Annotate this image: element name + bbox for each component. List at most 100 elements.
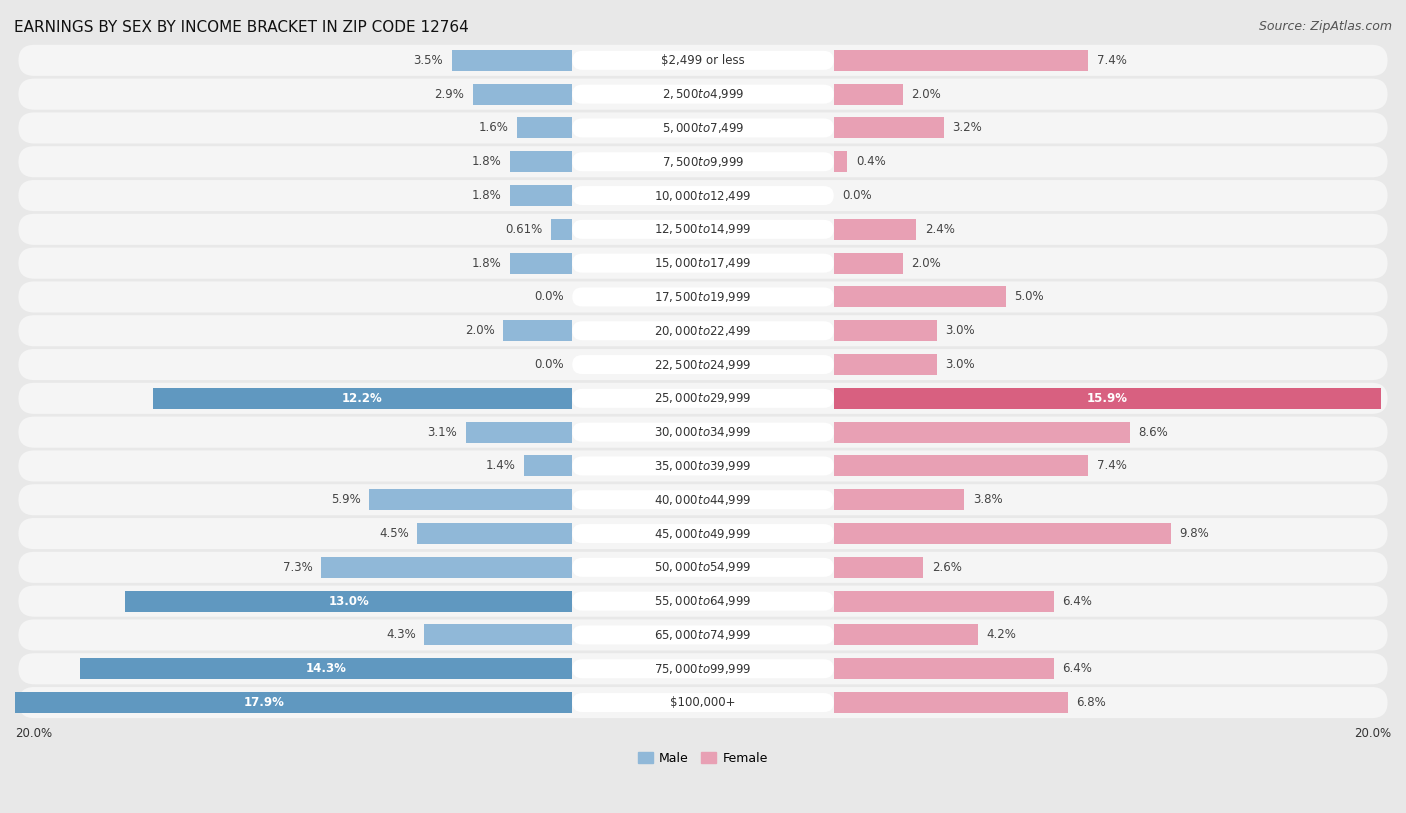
Text: 12.2%: 12.2% [342,392,382,405]
Bar [551,219,572,240]
Text: $2,499 or less: $2,499 or less [661,54,745,67]
FancyBboxPatch shape [18,450,1388,481]
FancyBboxPatch shape [18,485,1388,515]
Bar [834,151,848,172]
Bar [524,455,572,476]
Bar [0,692,572,713]
Text: 4.2%: 4.2% [987,628,1017,641]
FancyBboxPatch shape [572,524,834,543]
FancyBboxPatch shape [572,592,834,611]
FancyBboxPatch shape [572,355,834,374]
Bar [834,455,1088,476]
FancyBboxPatch shape [572,389,834,408]
Text: 2.6%: 2.6% [932,561,962,574]
Text: $10,000 to $12,499: $10,000 to $12,499 [654,189,752,202]
Bar [153,388,572,409]
Text: $5,000 to $7,499: $5,000 to $7,499 [662,121,744,135]
Bar [834,286,1005,307]
Bar [834,117,943,138]
FancyBboxPatch shape [572,456,834,476]
Text: $45,000 to $49,999: $45,000 to $49,999 [654,527,752,541]
Bar [451,50,572,71]
FancyBboxPatch shape [572,220,834,239]
FancyBboxPatch shape [572,693,834,712]
Bar [834,692,1067,713]
Bar [834,591,1054,611]
Text: $2,500 to $4,999: $2,500 to $4,999 [662,87,744,101]
FancyBboxPatch shape [572,152,834,172]
FancyBboxPatch shape [18,552,1388,583]
Text: 7.4%: 7.4% [1097,459,1126,472]
Bar [510,185,572,206]
Text: 6.4%: 6.4% [1063,663,1092,676]
FancyBboxPatch shape [18,214,1388,245]
Text: 20.0%: 20.0% [1354,727,1391,740]
Text: 8.6%: 8.6% [1139,426,1168,439]
FancyBboxPatch shape [18,180,1388,211]
Bar [517,117,572,138]
FancyBboxPatch shape [572,625,834,645]
FancyBboxPatch shape [18,383,1388,414]
FancyBboxPatch shape [572,254,834,272]
Text: $15,000 to $17,499: $15,000 to $17,499 [654,256,752,270]
Text: 3.8%: 3.8% [973,493,1002,506]
Text: 3.0%: 3.0% [945,358,976,371]
Bar [510,253,572,274]
Text: $100,000+: $100,000+ [671,696,735,709]
FancyBboxPatch shape [18,281,1388,312]
Text: $50,000 to $54,999: $50,000 to $54,999 [654,560,752,574]
Bar [834,320,936,341]
Text: 5.9%: 5.9% [330,493,361,506]
Text: $35,000 to $39,999: $35,000 to $39,999 [654,459,752,473]
Text: $55,000 to $64,999: $55,000 to $64,999 [654,594,752,608]
FancyBboxPatch shape [572,119,834,137]
Text: Source: ZipAtlas.com: Source: ZipAtlas.com [1258,20,1392,33]
Text: 3.1%: 3.1% [427,426,457,439]
Text: 0.4%: 0.4% [856,155,886,168]
Text: 0.0%: 0.0% [534,358,564,371]
Text: 7.3%: 7.3% [283,561,312,574]
Text: 6.8%: 6.8% [1076,696,1107,709]
Bar [465,422,572,442]
Text: 2.9%: 2.9% [434,88,464,101]
Bar [834,388,1381,409]
Bar [834,489,965,511]
Text: 3.5%: 3.5% [413,54,443,67]
Text: 0.61%: 0.61% [505,223,543,236]
FancyBboxPatch shape [572,490,834,509]
Text: $75,000 to $99,999: $75,000 to $99,999 [654,662,752,676]
Text: $12,500 to $14,999: $12,500 to $14,999 [654,223,752,237]
Text: $65,000 to $74,999: $65,000 to $74,999 [654,628,752,642]
Bar [834,219,917,240]
Text: $22,500 to $24,999: $22,500 to $24,999 [654,358,752,372]
Text: $20,000 to $22,499: $20,000 to $22,499 [654,324,752,337]
Text: 0.0%: 0.0% [534,290,564,303]
Text: 2.4%: 2.4% [925,223,955,236]
Bar [834,659,1054,679]
Text: 0.0%: 0.0% [842,189,872,202]
FancyBboxPatch shape [18,248,1388,279]
FancyBboxPatch shape [572,85,834,103]
Bar [834,557,924,578]
Bar [834,624,979,646]
FancyBboxPatch shape [18,146,1388,177]
FancyBboxPatch shape [572,288,834,307]
Bar [834,422,1129,442]
Bar [834,523,1171,544]
Text: $17,500 to $19,999: $17,500 to $19,999 [654,290,752,304]
Text: 1.8%: 1.8% [472,189,502,202]
FancyBboxPatch shape [572,423,834,441]
FancyBboxPatch shape [18,620,1388,650]
Text: 13.0%: 13.0% [329,594,368,607]
Legend: Male, Female: Male, Female [633,746,773,770]
FancyBboxPatch shape [572,51,834,70]
Bar [834,253,903,274]
FancyBboxPatch shape [572,659,834,678]
Text: 3.2%: 3.2% [952,121,983,134]
Bar [834,354,936,375]
FancyBboxPatch shape [572,321,834,340]
Bar [125,591,572,611]
FancyBboxPatch shape [572,558,834,576]
Bar [370,489,572,511]
FancyBboxPatch shape [18,45,1388,76]
